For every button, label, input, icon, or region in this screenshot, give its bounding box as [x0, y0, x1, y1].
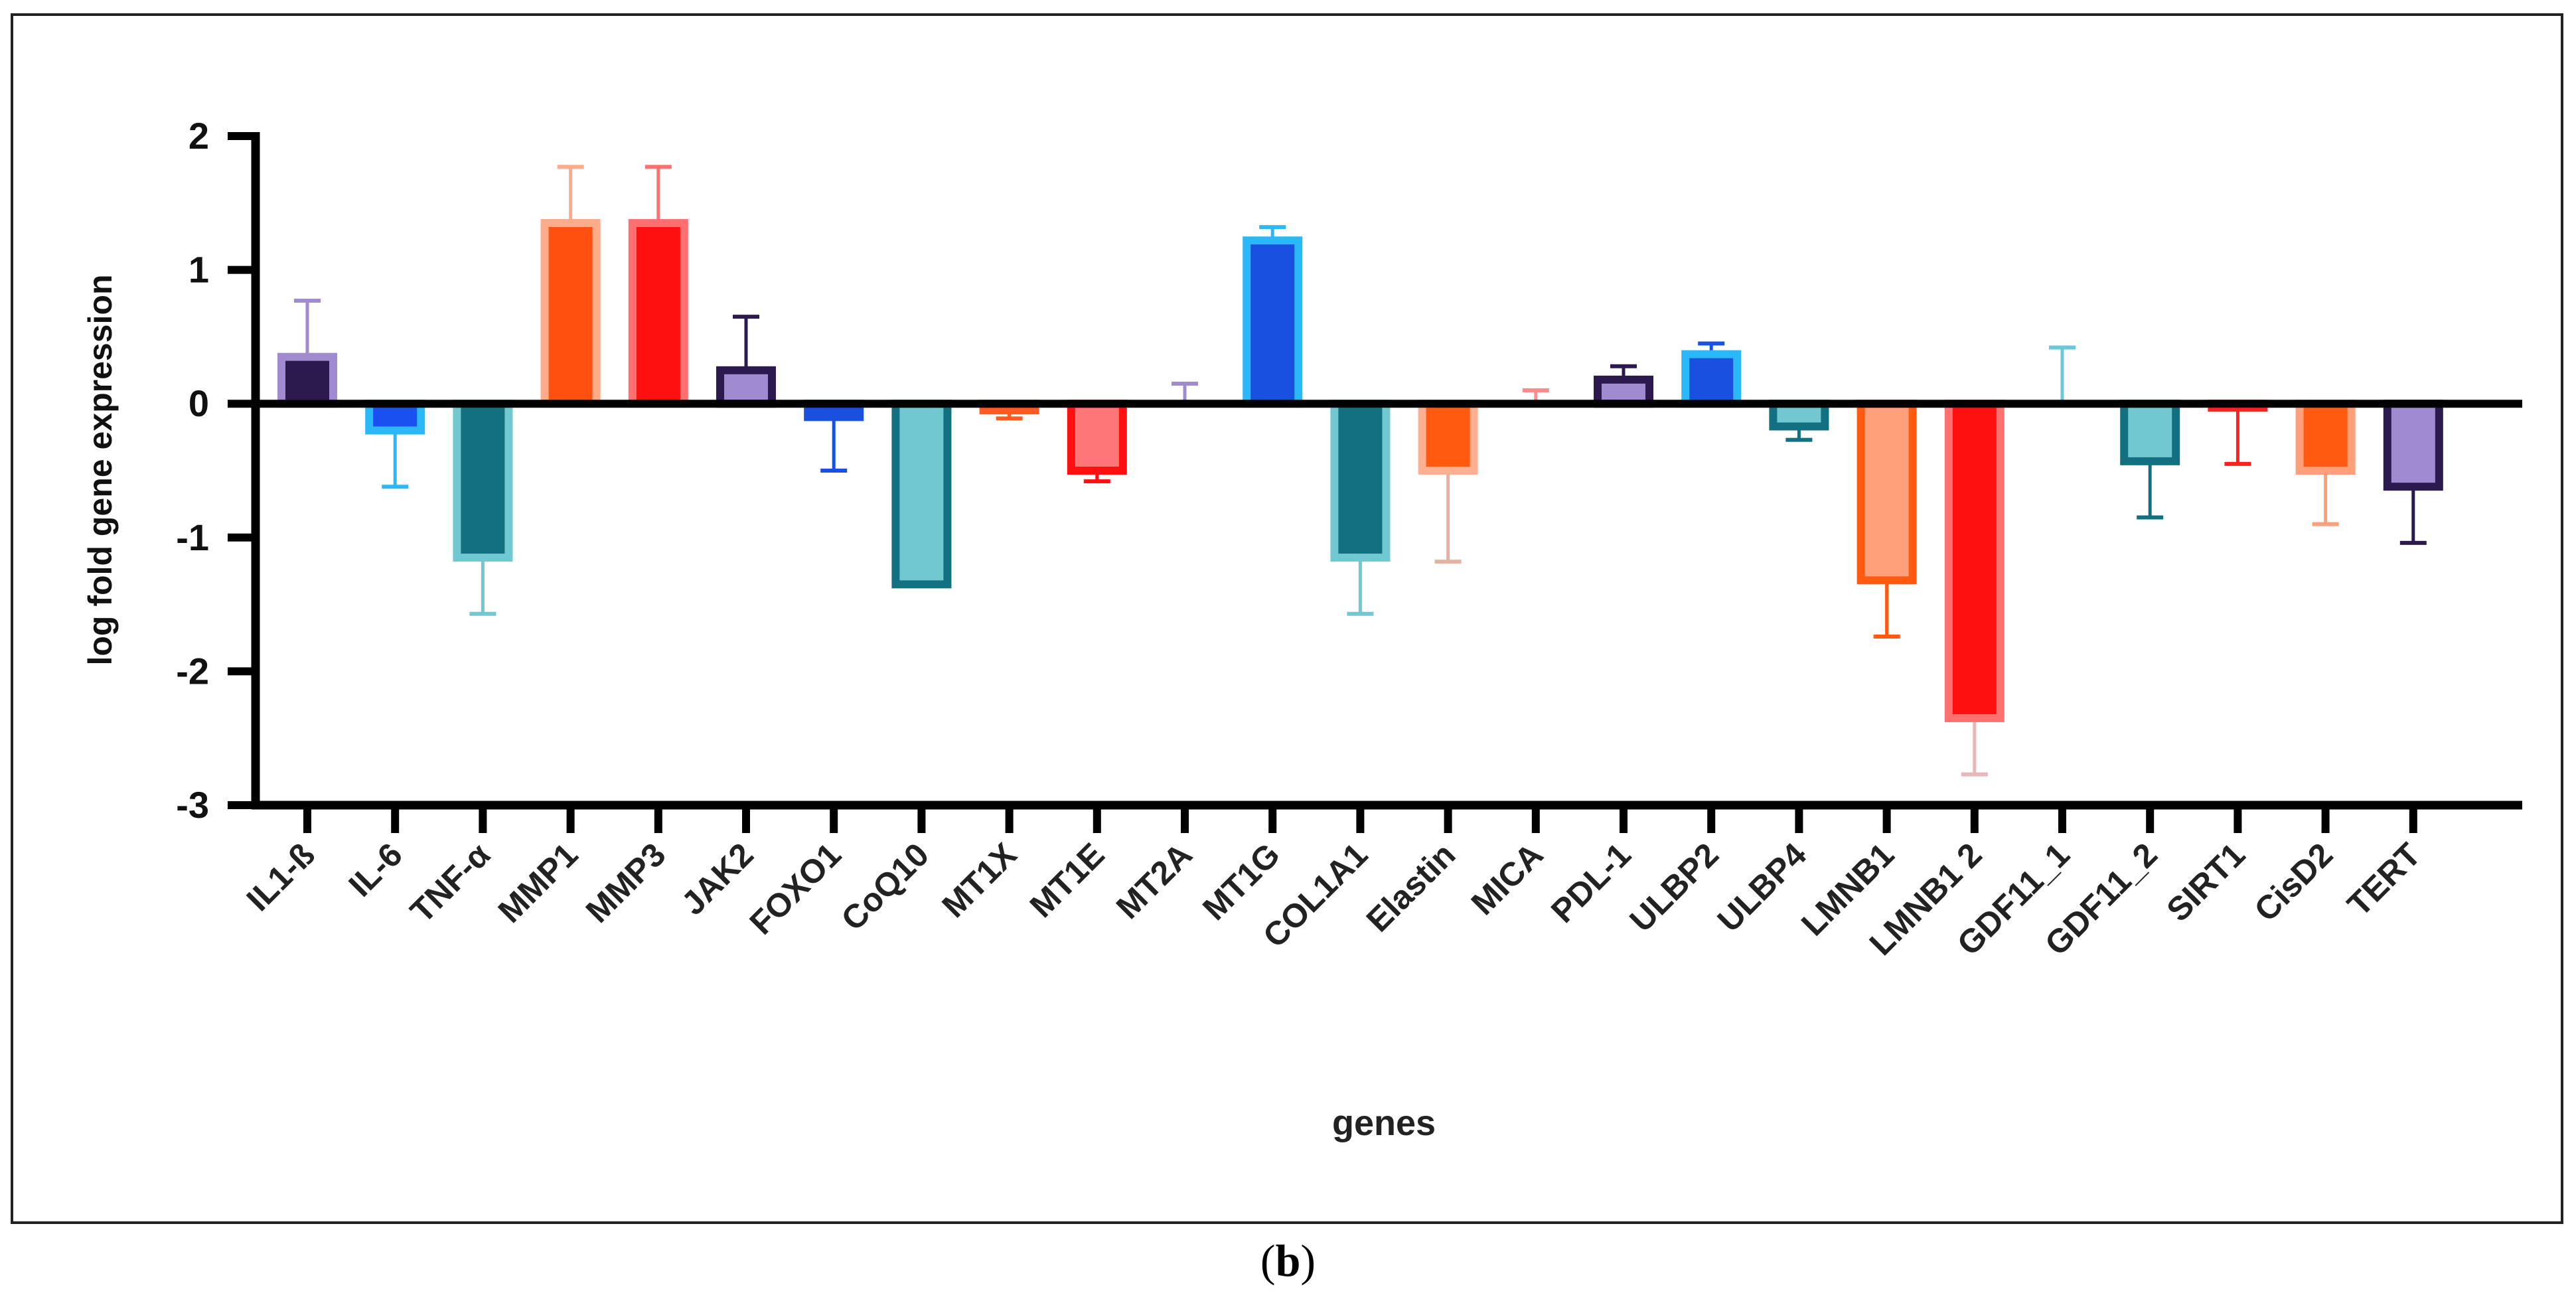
y-axis-label: log fold gene expression	[82, 275, 119, 666]
x-tick-label: IL-6	[342, 836, 410, 903]
x-tick-label: TERT	[2340, 836, 2428, 923]
x-tick-label: MMP1	[491, 836, 585, 930]
bar	[1067, 400, 1127, 475]
bar	[1856, 400, 1917, 585]
x-tick-label: MMP3	[579, 836, 673, 930]
caption-label: b	[1275, 1235, 1301, 1286]
bar	[540, 219, 601, 408]
caption-close: )	[1300, 1235, 1316, 1286]
y-tick-label: -3	[176, 784, 209, 826]
x-axis-label: genes	[1332, 1103, 1436, 1143]
bar	[2295, 400, 2356, 475]
x-tick-label: JAK2	[674, 836, 761, 922]
y-tick-label: 0	[189, 382, 209, 424]
x-tick-label: IL1-ß	[240, 836, 322, 918]
bar	[1681, 350, 1742, 408]
bar	[2120, 400, 2180, 465]
bar	[1418, 400, 1478, 475]
bars-layer	[277, 165, 2443, 777]
x-tick-label: MT1E	[1023, 836, 1112, 925]
bar	[1243, 236, 1303, 408]
x-tick-label: TNF-α	[403, 836, 497, 930]
x-tick-label: FOXO1	[743, 836, 848, 941]
figure-frame	[11, 13, 2563, 1224]
x-tick-label: MT1X	[935, 836, 1023, 925]
x-tick-label: PDL-1	[1544, 836, 1638, 930]
x-tick-label: CisD2	[2247, 836, 2340, 929]
x-tick-label: CoQ10	[834, 836, 937, 938]
y-tick-label: -1	[176, 516, 209, 558]
x-tick-label: MT2A	[1109, 836, 1199, 926]
x-tick-label: ULBP4	[1710, 836, 1814, 939]
bar	[2383, 400, 2443, 491]
x-tick-label: MICA	[1464, 836, 1551, 922]
bar	[277, 352, 337, 408]
caption-open: (	[1260, 1235, 1276, 1286]
bar	[453, 400, 513, 562]
bar	[1944, 400, 2005, 722]
bar	[365, 400, 425, 435]
bar	[891, 400, 952, 589]
x-tick-label: SIRT1	[2159, 836, 2252, 929]
x-tick-label: ULBP2	[1622, 836, 1726, 939]
y-tick-label: 1	[189, 249, 209, 291]
y-tick-label: 2	[189, 115, 209, 157]
x-tick-label: Elastin	[1359, 836, 1463, 939]
bar	[628, 219, 688, 408]
bar	[716, 366, 776, 408]
figure-caption: (b)	[0, 1235, 2576, 1287]
bar	[1330, 400, 1391, 562]
axes-layer	[228, 132, 2522, 833]
y-tick-label: -2	[176, 650, 209, 692]
